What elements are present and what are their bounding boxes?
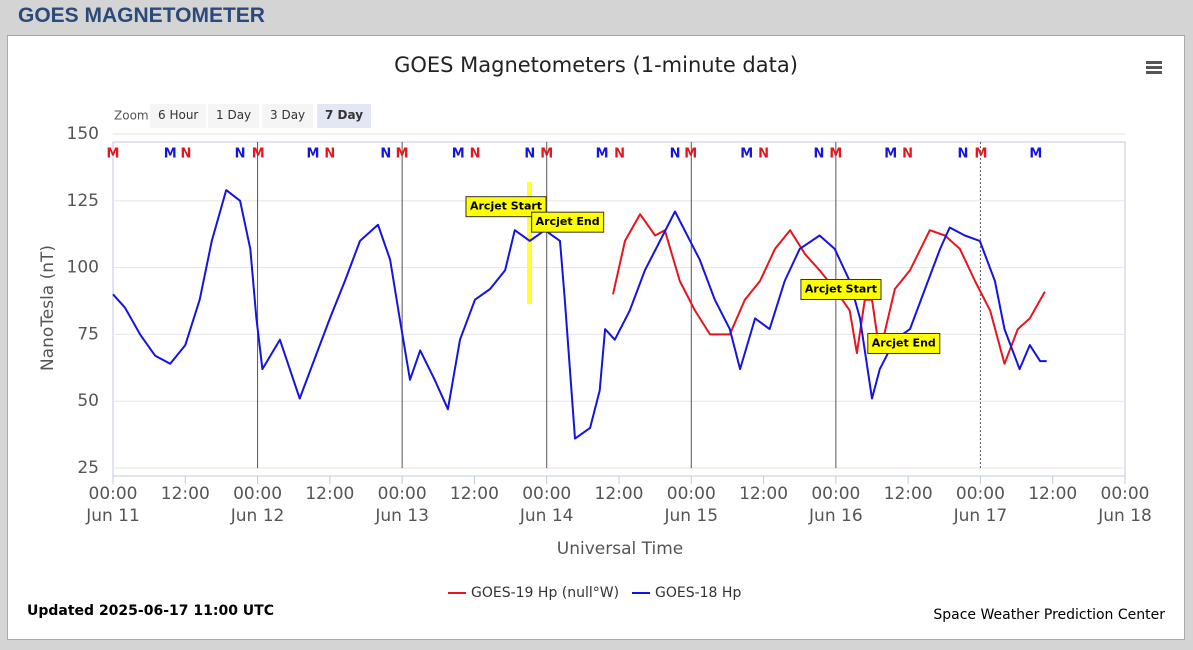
- annotation: Arcjet Start: [465, 196, 547, 218]
- annotation: Arcjet End: [531, 211, 605, 233]
- orbit-marker: M: [829, 147, 842, 162]
- orbit-marker: N: [902, 147, 913, 162]
- x-axis-title: Universal Time: [557, 539, 683, 559]
- orbit-marker: M: [1029, 147, 1042, 162]
- annotation-box: [800, 279, 882, 301]
- x-tick-label: 12:00: [160, 484, 210, 504]
- page-header: GOES MAGNETOMETER: [18, 4, 265, 27]
- x-tick-label: 00:00 Jun 16: [809, 484, 863, 526]
- y-tick-label: 150: [67, 124, 99, 144]
- x-tick-label: 12:00: [739, 484, 789, 504]
- orbit-marker: M: [252, 147, 265, 162]
- updated-text: Updated 2025-06-17 11:00 UTC: [27, 603, 274, 619]
- annotation-box: [465, 196, 547, 218]
- orbit-marker: N: [814, 147, 825, 162]
- x-tick-label: 00:00 Jun 14: [519, 484, 574, 526]
- orbit-marker: N: [235, 147, 246, 162]
- annotation: Arcjet Start: [800, 279, 882, 301]
- annotation-text: Arcjet Start: [805, 283, 877, 296]
- menu-icon[interactable]: [1146, 61, 1162, 74]
- orbit-marker: M: [396, 147, 409, 162]
- annotation-text: Arcjet End: [536, 215, 600, 228]
- x-tick-label: 12:00: [305, 484, 355, 504]
- orbit-marker: M: [596, 147, 609, 162]
- orbit-marker: M: [107, 147, 120, 162]
- annotation-text: Arcjet Start: [470, 200, 542, 213]
- legend-label: GOES-19 Hp (null°W): [471, 585, 619, 601]
- y-axis-title: NanoTesla (nT): [38, 245, 58, 371]
- x-tick-label: 12:00: [594, 484, 644, 504]
- orbit-marker: M: [684, 147, 697, 162]
- orbit-marker: M: [740, 147, 753, 162]
- arcjet-spike: [527, 182, 532, 304]
- chart-panel: [7, 35, 1185, 640]
- orbit-marker: N: [470, 147, 481, 162]
- annotation: Arcjet End: [867, 332, 941, 354]
- y-tick-label: 75: [77, 324, 99, 344]
- orbit-marker: N: [380, 147, 391, 162]
- orbit-marker: N: [758, 147, 769, 162]
- orbit-marker: M: [452, 147, 465, 162]
- zoom-label: Zoom: [114, 109, 149, 123]
- orbit-marker: M: [164, 147, 177, 162]
- x-tick-label: 00:00 Jun 17: [953, 484, 1008, 526]
- orbit-marker: M: [307, 147, 320, 162]
- x-tick-label: 00:00 Jun 13: [375, 484, 429, 526]
- orbit-marker: N: [324, 147, 335, 162]
- annotation-box: [531, 211, 605, 233]
- orbit-marker: N: [524, 147, 535, 162]
- zoom-button[interactable]: 6 Hour: [150, 104, 207, 128]
- zoom-button[interactable]: 1 Day: [208, 104, 260, 128]
- x-tick-label: 00:00 Jun 12: [230, 484, 285, 526]
- y-tick-label: 25: [77, 458, 99, 478]
- orbit-marker: N: [670, 147, 681, 162]
- x-tick-label: 00:00 Jun 15: [664, 484, 719, 526]
- orbit-marker: M: [975, 147, 988, 162]
- plot-border: [112, 141, 1126, 477]
- orbit-marker: N: [614, 147, 625, 162]
- x-tick-label: 00:00 Jun 18: [1098, 484, 1152, 526]
- annotation-box: [867, 332, 941, 354]
- chart-title: GOES Magnetometers (1-minute data): [394, 53, 798, 77]
- y-tick-label: 125: [67, 191, 99, 211]
- legend-label: GOES-18 Hp: [655, 585, 741, 601]
- zoom-button[interactable]: 7 Day: [317, 104, 372, 128]
- x-tick-label: 00:00 Jun 11: [86, 484, 140, 526]
- orbit-marker: N: [180, 147, 191, 162]
- orbit-marker: N: [958, 147, 969, 162]
- orbit-marker: M: [884, 147, 897, 162]
- x-tick-label: 12:00: [883, 484, 933, 504]
- orbit-marker: M: [540, 147, 553, 162]
- credit-text: Space Weather Prediction Center: [933, 607, 1165, 623]
- annotation-text: Arcjet End: [872, 336, 936, 349]
- x-tick-label: 12:00: [449, 484, 499, 504]
- x-tick-label: 12:00: [1028, 484, 1078, 504]
- y-tick-label: 100: [67, 258, 99, 278]
- zoom-button[interactable]: 3 Day: [262, 104, 314, 128]
- y-tick-label: 50: [77, 391, 99, 411]
